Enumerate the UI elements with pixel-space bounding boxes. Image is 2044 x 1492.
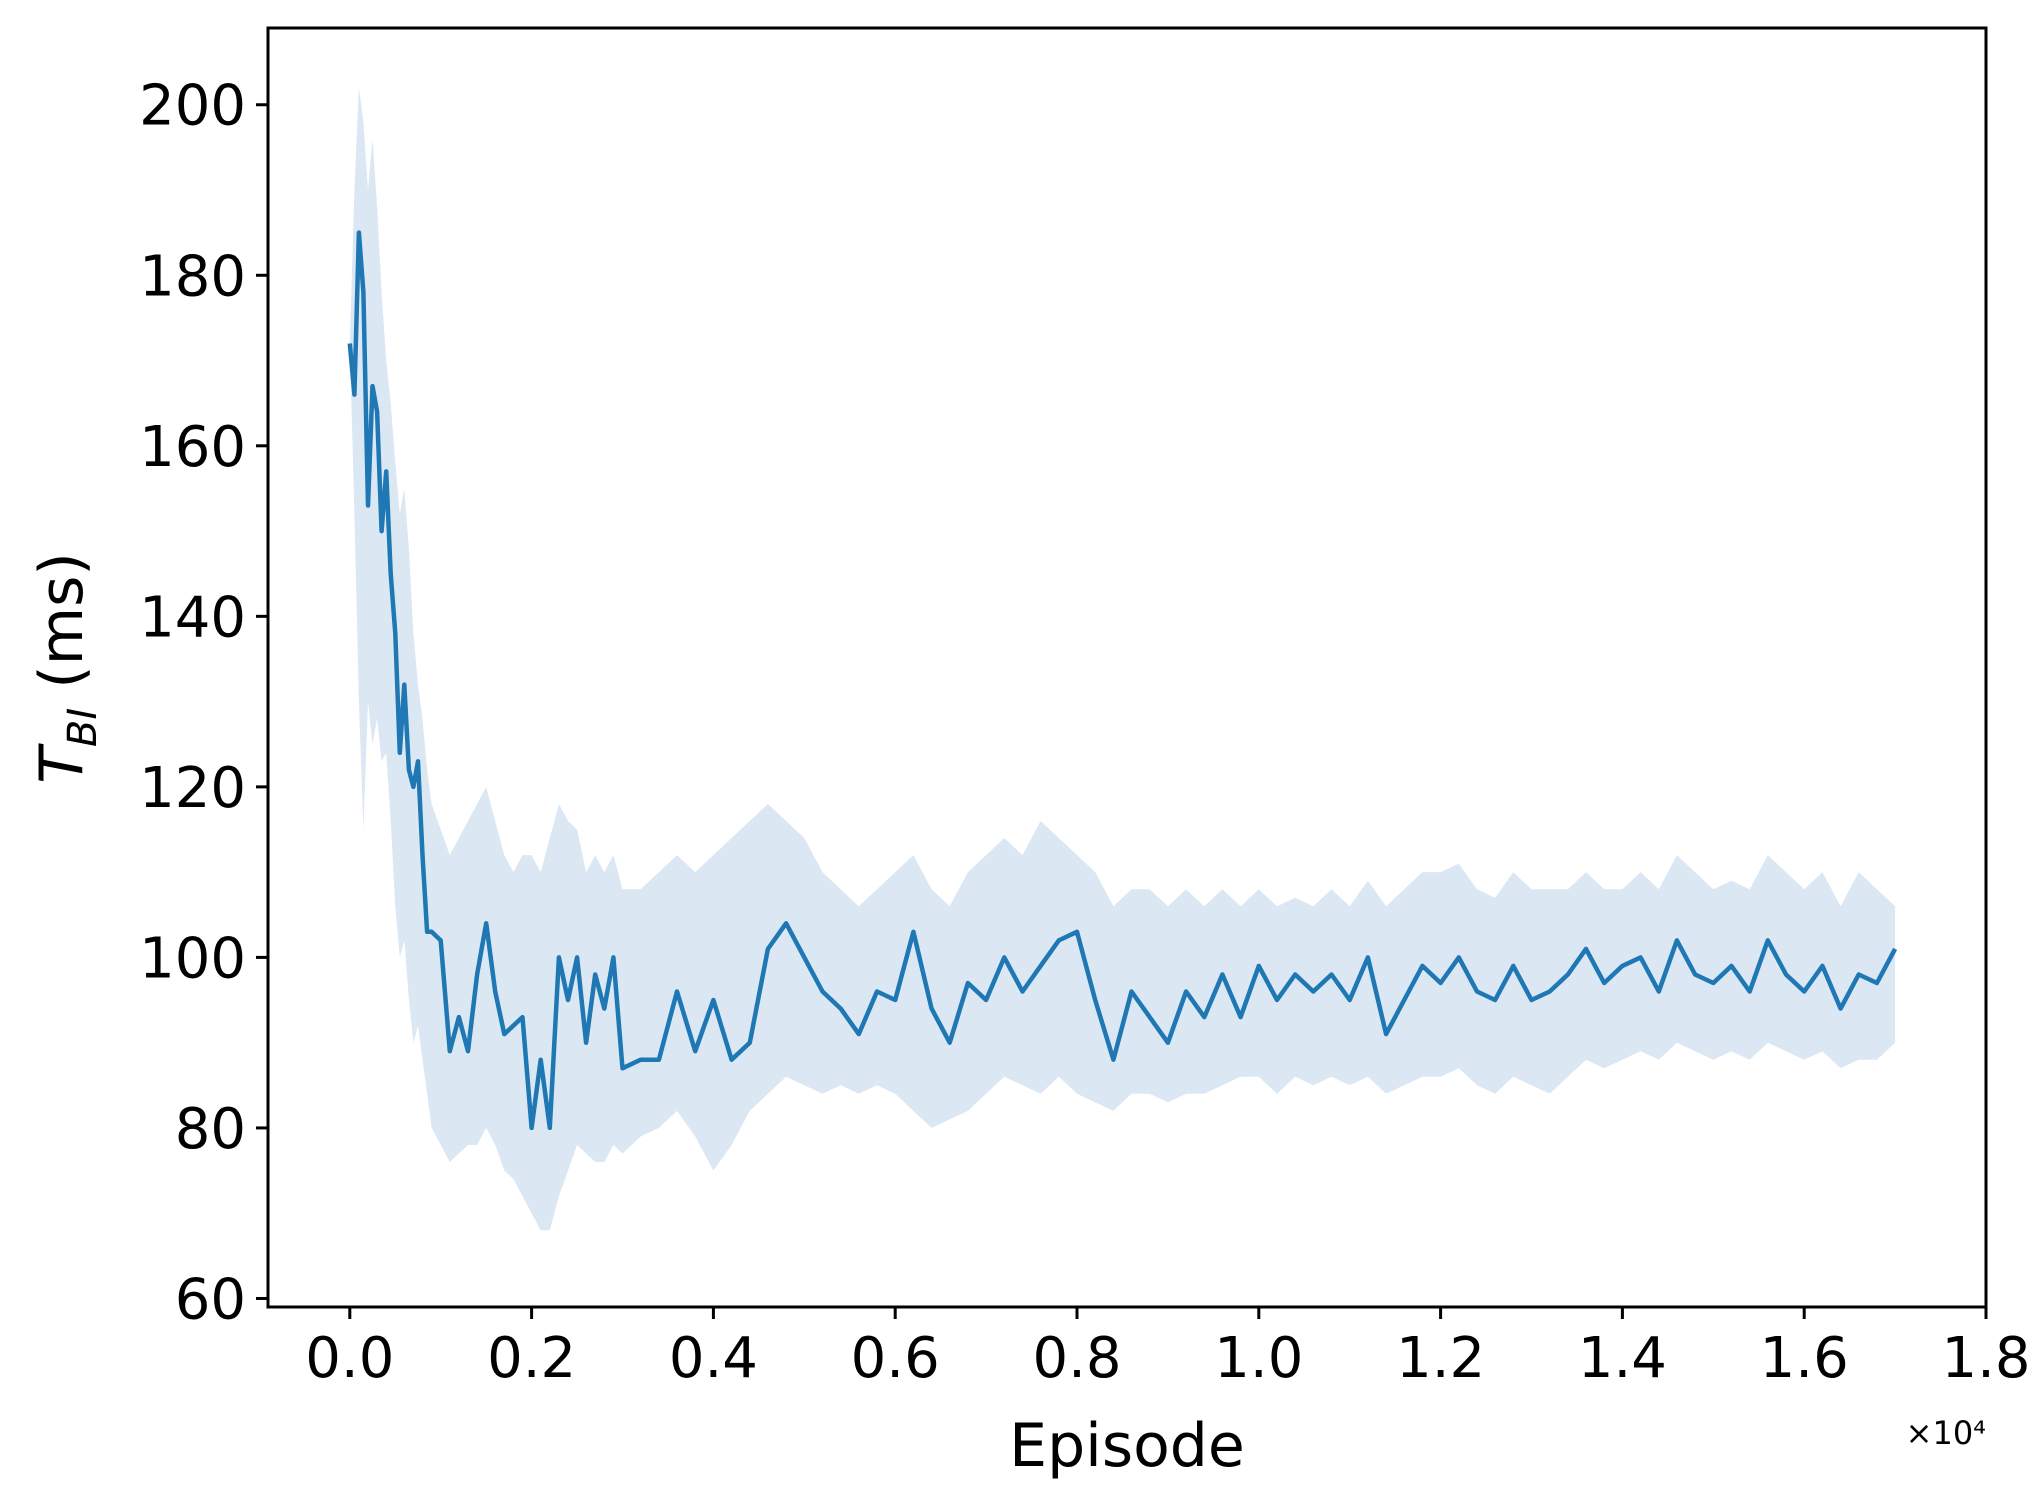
plot-frame [266,26,1988,1309]
y-tick-label: 120 [139,756,246,821]
y-axis-label-main: T [27,743,97,784]
x-tick-label: 0.6 [851,1326,940,1391]
x-tick-label: 0.2 [487,1326,576,1391]
x-axis-offset-label: ×10⁴ [1906,1414,1986,1452]
x-tick-label: 1.4 [1578,1326,1667,1391]
y-axis-label: TBI (ms) [27,552,106,784]
x-tick-label: 0.0 [305,1326,394,1391]
series-line-layer [347,230,1898,1131]
y-axis-ticks: 60 80 100 120 140 160 180 200 [139,74,268,1332]
y-tick-label: 100 [139,926,246,991]
y-tick-label: 180 [139,244,246,309]
y-tick-label: 60 [175,1267,246,1332]
confidence-band [349,87,1896,1231]
x-axis-label: Episode [1009,1411,1245,1481]
x-tick-label: 0.4 [669,1326,758,1391]
y-tick-label: 80 [175,1097,246,1162]
x-tick-label: 1.8 [1941,1326,2030,1391]
x-tick-label: 1.0 [1214,1326,1303,1391]
y-tick-label: 140 [139,585,246,650]
y-tick-label: 160 [139,415,246,480]
x-axis-ticks: 0.0 0.2 0.4 0.6 0.8 1.0 1.2 1.4 1.6 1.8 [305,1307,2031,1391]
series-line [347,230,1898,1131]
y-axis-label-rest: (ms) [27,552,97,708]
x-tick-label: 1.6 [1760,1326,1849,1391]
y-tick-label: 200 [139,74,246,139]
y-axis-label-sub: BI [60,708,106,747]
confidence-band-layer [349,87,1896,1231]
x-tick-label: 0.8 [1032,1326,1121,1391]
x-tick-label: 1.2 [1396,1326,1485,1391]
